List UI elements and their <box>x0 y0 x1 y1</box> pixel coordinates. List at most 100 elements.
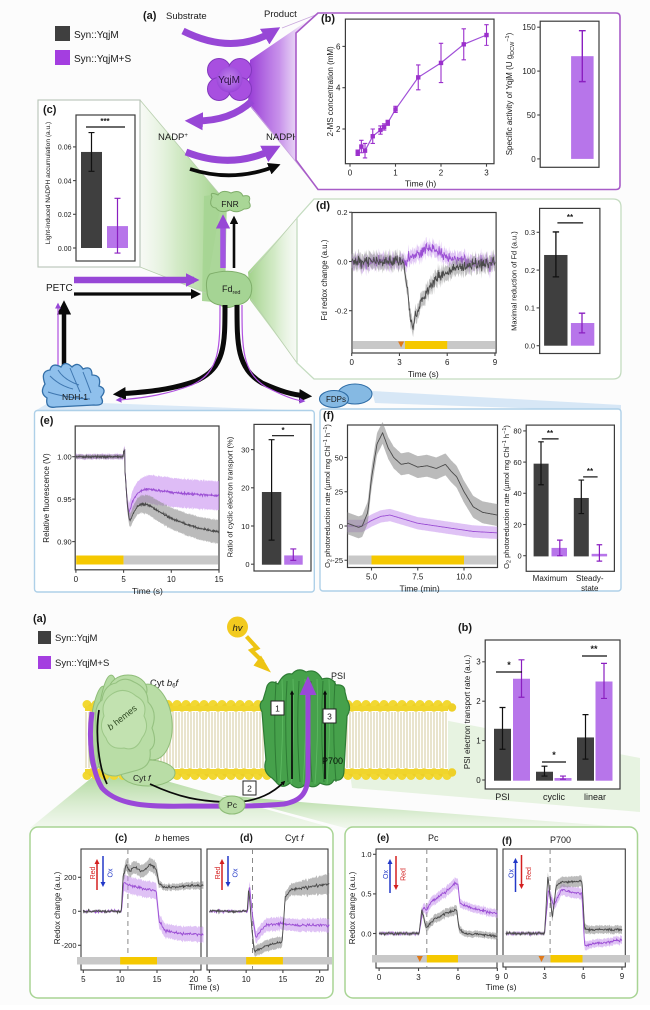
svg-text:0: 0 <box>476 776 481 785</box>
svg-text:0: 0 <box>245 560 249 569</box>
svg-text:Light-induced NADPH accumulati: Light-induced NADPH accumulation (a.u.) <box>45 122 52 244</box>
svg-text:1: 1 <box>476 736 481 745</box>
svg-text:0: 0 <box>504 972 509 981</box>
svg-text:(a): (a) <box>33 613 47 625</box>
svg-text:(e): (e) <box>377 833 389 844</box>
svg-text:***: *** <box>100 117 110 126</box>
svg-text:2: 2 <box>476 697 481 706</box>
svg-text:(a): (a) <box>143 10 157 22</box>
svg-text:2-MS concentration (mM): 2-MS concentration (mM) <box>326 46 335 137</box>
svg-text:(f): (f) <box>323 410 334 422</box>
svg-text:**: ** <box>587 467 594 476</box>
svg-text:(d): (d) <box>316 200 330 212</box>
svg-text:b hemes: b hemes <box>155 833 190 843</box>
svg-text:20: 20 <box>189 975 198 984</box>
svg-text:60: 60 <box>513 458 521 467</box>
svg-text:0: 0 <box>348 169 353 178</box>
svg-text:0.2: 0.2 <box>525 266 535 275</box>
svg-text:Maximal reduction of Fd (a.u.): Maximal reduction of Fd (a.u.) <box>510 231 519 331</box>
svg-text:0.00: 0.00 <box>58 246 72 253</box>
svg-text:15: 15 <box>153 975 162 984</box>
svg-text:-25: -25 <box>332 556 343 565</box>
svg-text:FNR: FNR <box>221 199 238 209</box>
svg-text:Syn::YqjM+S: Syn::YqjM+S <box>55 658 109 669</box>
svg-text:Red: Red <box>215 866 222 879</box>
svg-text:Steady-: Steady- <box>576 574 604 583</box>
svg-text:-0.2: -0.2 <box>335 307 348 316</box>
svg-text:Red: Red <box>526 867 533 880</box>
svg-text:3: 3 <box>542 972 547 981</box>
svg-text:50: 50 <box>527 111 536 120</box>
svg-text:0.0: 0.0 <box>361 929 371 938</box>
svg-text:*: * <box>552 750 556 760</box>
svg-text:Time (s): Time (s) <box>189 982 220 992</box>
svg-text:20: 20 <box>513 520 521 529</box>
svg-text:2: 2 <box>247 784 252 794</box>
svg-text:NADP+: NADP+ <box>158 132 188 143</box>
svg-text:1.00: 1.00 <box>57 453 72 462</box>
svg-text:3: 3 <box>416 973 421 982</box>
svg-text:cyclic: cyclic <box>543 792 565 802</box>
svg-text:*: * <box>507 660 511 670</box>
svg-text:(b): (b) <box>321 13 335 25</box>
svg-text:20: 20 <box>241 484 249 493</box>
svg-text:Red: Red <box>401 868 408 881</box>
svg-text:3: 3 <box>476 658 481 667</box>
svg-text:0.5: 0.5 <box>361 890 371 899</box>
svg-text:(f): (f) <box>502 836 512 847</box>
svg-text:Ox: Ox <box>108 868 115 877</box>
svg-text:30: 30 <box>241 445 249 454</box>
svg-text:50: 50 <box>335 453 343 462</box>
svg-text:P700: P700 <box>550 835 571 845</box>
svg-text:150: 150 <box>522 23 536 32</box>
svg-text:1: 1 <box>275 704 280 714</box>
svg-text:9: 9 <box>493 358 498 367</box>
svg-text:Redox change (a.u.): Redox change (a.u.) <box>53 871 62 944</box>
svg-text:FDPs: FDPs <box>326 395 346 404</box>
svg-text:5: 5 <box>121 575 126 584</box>
svg-text:Syn::YqjM+S: Syn::YqjM+S <box>74 54 131 65</box>
svg-text:O2 photoreduction rate (µmol m: O2 photoreduction rate (µmol mg Chl−1 h−… <box>323 424 334 568</box>
svg-text:5: 5 <box>81 975 86 984</box>
svg-text:Ox: Ox <box>509 869 516 878</box>
svg-text:(c): (c) <box>43 104 57 116</box>
svg-text:7.5: 7.5 <box>412 573 424 582</box>
svg-text:Time (min): Time (min) <box>399 584 439 594</box>
svg-text:*: * <box>281 426 285 435</box>
svg-text:6: 6 <box>456 973 461 982</box>
svg-text:9: 9 <box>620 972 625 981</box>
svg-text:10: 10 <box>167 575 176 584</box>
svg-text:40: 40 <box>513 489 521 498</box>
svg-text:Fd redox change (a.u.): Fd redox change (a.u.) <box>320 239 329 320</box>
svg-text:(b): (b) <box>458 622 472 634</box>
svg-text:2: 2 <box>439 169 444 178</box>
svg-text:0: 0 <box>72 907 76 916</box>
svg-text:0.3: 0.3 <box>525 228 535 237</box>
svg-text:0.95: 0.95 <box>57 495 72 504</box>
svg-text:2: 2 <box>336 125 341 134</box>
svg-text:15: 15 <box>215 575 224 584</box>
svg-text:0.02: 0.02 <box>58 212 72 219</box>
svg-text:0.06: 0.06 <box>58 145 72 152</box>
svg-text:hv: hv <box>232 623 243 634</box>
svg-text:3: 3 <box>397 358 402 367</box>
svg-text:NDH-1: NDH-1 <box>62 392 88 402</box>
svg-text:10: 10 <box>242 975 251 984</box>
svg-text:Syn::YqjM: Syn::YqjM <box>74 30 119 41</box>
svg-text:0.2: 0.2 <box>337 208 347 217</box>
svg-text:Redox change (a.u.): Redox change (a.u.) <box>348 871 357 944</box>
svg-text:5.0: 5.0 <box>366 573 378 582</box>
svg-text:6: 6 <box>581 972 586 981</box>
svg-text:Specific activity of YqjM (U g: Specific activity of YqjM (U gDCW−1) <box>505 32 516 155</box>
svg-text:NADPH: NADPH <box>266 132 299 143</box>
svg-text:25: 25 <box>335 488 343 497</box>
svg-text:0: 0 <box>531 155 536 164</box>
svg-text:Time (s): Time (s) <box>486 982 517 992</box>
svg-text:15: 15 <box>278 975 287 984</box>
svg-text:Maximum: Maximum <box>533 574 568 583</box>
svg-text:80: 80 <box>513 427 521 436</box>
svg-text:Syn::YqjM: Syn::YqjM <box>55 633 98 644</box>
svg-text:200: 200 <box>64 873 77 882</box>
svg-text:**: ** <box>567 213 574 222</box>
svg-text:9: 9 <box>495 973 500 982</box>
